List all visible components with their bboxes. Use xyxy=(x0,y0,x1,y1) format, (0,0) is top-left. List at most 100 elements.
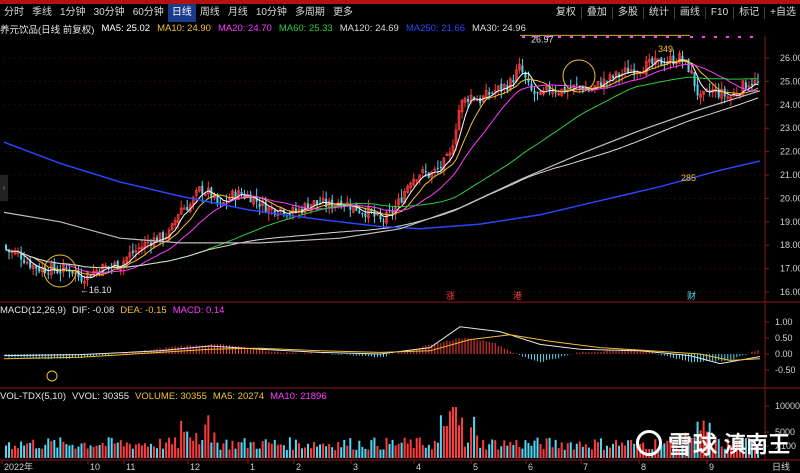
price-axis-label: 23.00 xyxy=(780,123,800,133)
volume-bar xyxy=(461,417,464,458)
candle-body xyxy=(536,92,539,94)
candle-body xyxy=(104,265,108,268)
macd-name[interactable]: MACD(12,26,9) xyxy=(0,304,66,316)
candle-body xyxy=(83,281,86,284)
macd-axis-label: 1.00 xyxy=(775,317,793,327)
candle-body xyxy=(518,63,521,71)
candle-body xyxy=(47,273,50,275)
tool-button[interactable]: 统计 xyxy=(648,7,669,18)
volume-bar xyxy=(711,448,714,458)
toolbar-separator xyxy=(704,7,706,19)
candle-body xyxy=(681,55,684,62)
period-tab[interactable]: 10分钟 xyxy=(255,7,287,18)
volume-bar xyxy=(566,443,569,458)
candle-body xyxy=(110,265,113,267)
volume-bar xyxy=(744,438,747,458)
volume-bar xyxy=(723,448,726,458)
candle-body xyxy=(258,203,261,207)
xueqiu-logo-icon xyxy=(635,429,662,456)
candle-body xyxy=(149,242,152,246)
volume-bar xyxy=(267,442,270,458)
period-tab[interactable]: 季线 xyxy=(32,7,52,18)
left-scroll-arrow-icon[interactable]: ‹ xyxy=(0,175,8,201)
candle-body xyxy=(294,208,297,212)
top-signal-dot xyxy=(690,36,693,38)
macd-value: MACD: 0.14 xyxy=(172,304,225,316)
top-signal-dot xyxy=(642,36,645,38)
candle-body xyxy=(125,256,129,262)
volume-bar xyxy=(621,442,624,458)
vol-ma5: MA5: 20274 xyxy=(212,390,265,402)
volume-bar xyxy=(77,446,80,458)
tool-button[interactable]: 复权 xyxy=(555,7,576,18)
period-tab[interactable]: 更多 xyxy=(332,7,353,18)
time-axis-label: 2 xyxy=(296,462,301,472)
stock-name[interactable]: 养元饮品(日线 前复权) xyxy=(0,24,95,36)
volume-bar xyxy=(243,438,246,458)
price-axis-label: 16.00 xyxy=(780,287,800,297)
top-signal-dot xyxy=(606,36,609,38)
volume-bar xyxy=(165,442,168,458)
volume-bar xyxy=(572,449,575,458)
period-tab[interactable]: 1分钟 xyxy=(60,7,86,18)
tool-button[interactable]: 画线 xyxy=(679,7,700,18)
volume-bar xyxy=(732,440,735,458)
volume-bar xyxy=(458,425,460,458)
period-tab[interactable]: 多周期 xyxy=(294,7,325,18)
volume-bar xyxy=(657,449,660,458)
candle-body xyxy=(430,171,434,178)
volume-bar xyxy=(397,443,400,458)
candle-body xyxy=(71,269,74,274)
top-signal-dot xyxy=(534,36,537,38)
tool-button[interactable]: 标记 xyxy=(739,7,760,18)
period-tab[interactable]: 60分钟 xyxy=(132,7,164,18)
volume-bar xyxy=(192,440,195,458)
price-axis-label: 19.00 xyxy=(780,217,800,227)
period-tab[interactable]: 分时 xyxy=(4,7,24,18)
period-tab[interactable]: 月线 xyxy=(227,7,248,18)
volume-bar xyxy=(285,449,288,458)
period-tab[interactable]: 周线 xyxy=(199,7,220,18)
candle-body xyxy=(512,79,515,83)
toolbar-separator xyxy=(733,7,735,19)
volume-bar xyxy=(128,443,131,458)
top-signal-dot xyxy=(750,36,753,38)
candle-body xyxy=(554,91,557,93)
top-signal-dot xyxy=(726,36,729,38)
tool-button[interactable]: 叠加 xyxy=(586,7,607,18)
volume-bar xyxy=(300,448,303,458)
candle-body xyxy=(445,153,449,156)
candle-body xyxy=(382,220,385,222)
candle-body xyxy=(349,204,352,210)
volume-bar xyxy=(65,444,68,458)
period-tab[interactable]: 日线 xyxy=(167,4,196,22)
ma5-value: MA5: 25.02 xyxy=(101,23,151,34)
volume-bar xyxy=(83,442,86,458)
volume-bar xyxy=(140,445,143,458)
candle-body xyxy=(288,214,291,216)
tool-button[interactable]: F10 xyxy=(710,7,729,18)
candle-body xyxy=(651,57,654,65)
volume-bar xyxy=(216,442,219,458)
tool-button[interactable]: +自选 xyxy=(770,7,796,18)
period-tab[interactable]: 30分钟 xyxy=(93,7,125,18)
candle-body xyxy=(467,98,470,102)
volume-bar xyxy=(53,440,56,458)
candle-body xyxy=(412,178,416,186)
candle-body xyxy=(86,272,89,281)
time-axis-label: 11 xyxy=(126,462,135,472)
candle-body xyxy=(270,208,274,210)
candle-body xyxy=(488,92,491,95)
candle-body xyxy=(436,167,439,169)
volume-bar xyxy=(599,438,602,458)
candle-body xyxy=(397,198,400,206)
volume-bar xyxy=(738,440,741,458)
candle-body xyxy=(20,254,23,260)
volume-bar xyxy=(503,440,506,458)
volume-bar xyxy=(340,447,343,458)
tool-button[interactable]: 多股 xyxy=(617,7,638,18)
candle-body xyxy=(131,250,134,254)
vol-name[interactable]: VOL-TDX(5,10) xyxy=(0,390,66,402)
candle-body xyxy=(421,168,425,174)
